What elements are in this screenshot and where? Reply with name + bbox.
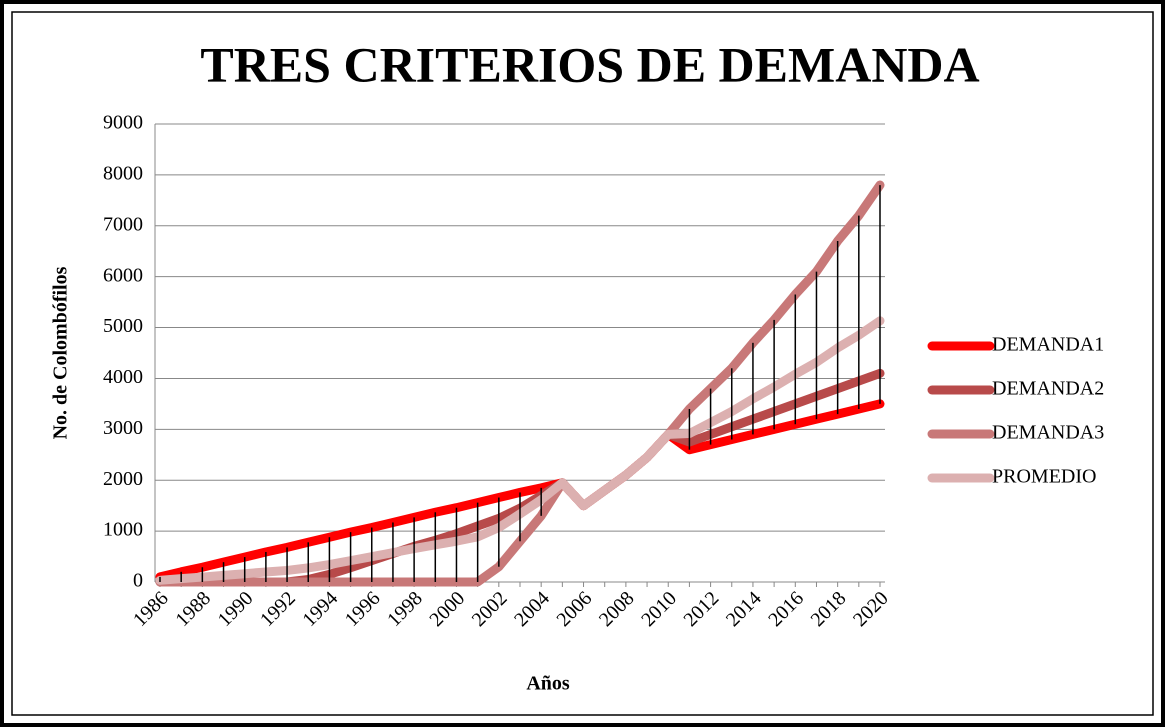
y-tick-label: 4000: [103, 366, 143, 388]
inner-border: [11, 11, 1154, 716]
legend-label: DEMANDA2: [992, 378, 1104, 400]
legend-label: DEMANDA3: [992, 422, 1104, 444]
y-tick-label: 7000: [103, 213, 143, 235]
y-tick-label: 3000: [103, 417, 143, 439]
legend-label: PROMEDIO: [992, 466, 1096, 488]
y-tick-label: 1000: [103, 519, 143, 541]
y-tick-label: 9000: [103, 112, 143, 134]
x-axis-label: Años: [526, 673, 570, 695]
chart-title: TRES CRITERIOS DE DEMANDA: [200, 36, 979, 92]
y-tick-label: 5000: [103, 315, 143, 337]
y-tick-label: 8000: [103, 162, 143, 184]
legend-label: DEMANDA1: [992, 334, 1104, 356]
y-tick-label: 0: [133, 570, 143, 592]
y-tick-label: 6000: [103, 264, 143, 286]
y-axis-label: No. de Colombófilos: [50, 266, 72, 439]
y-tick-label: 2000: [103, 468, 143, 490]
